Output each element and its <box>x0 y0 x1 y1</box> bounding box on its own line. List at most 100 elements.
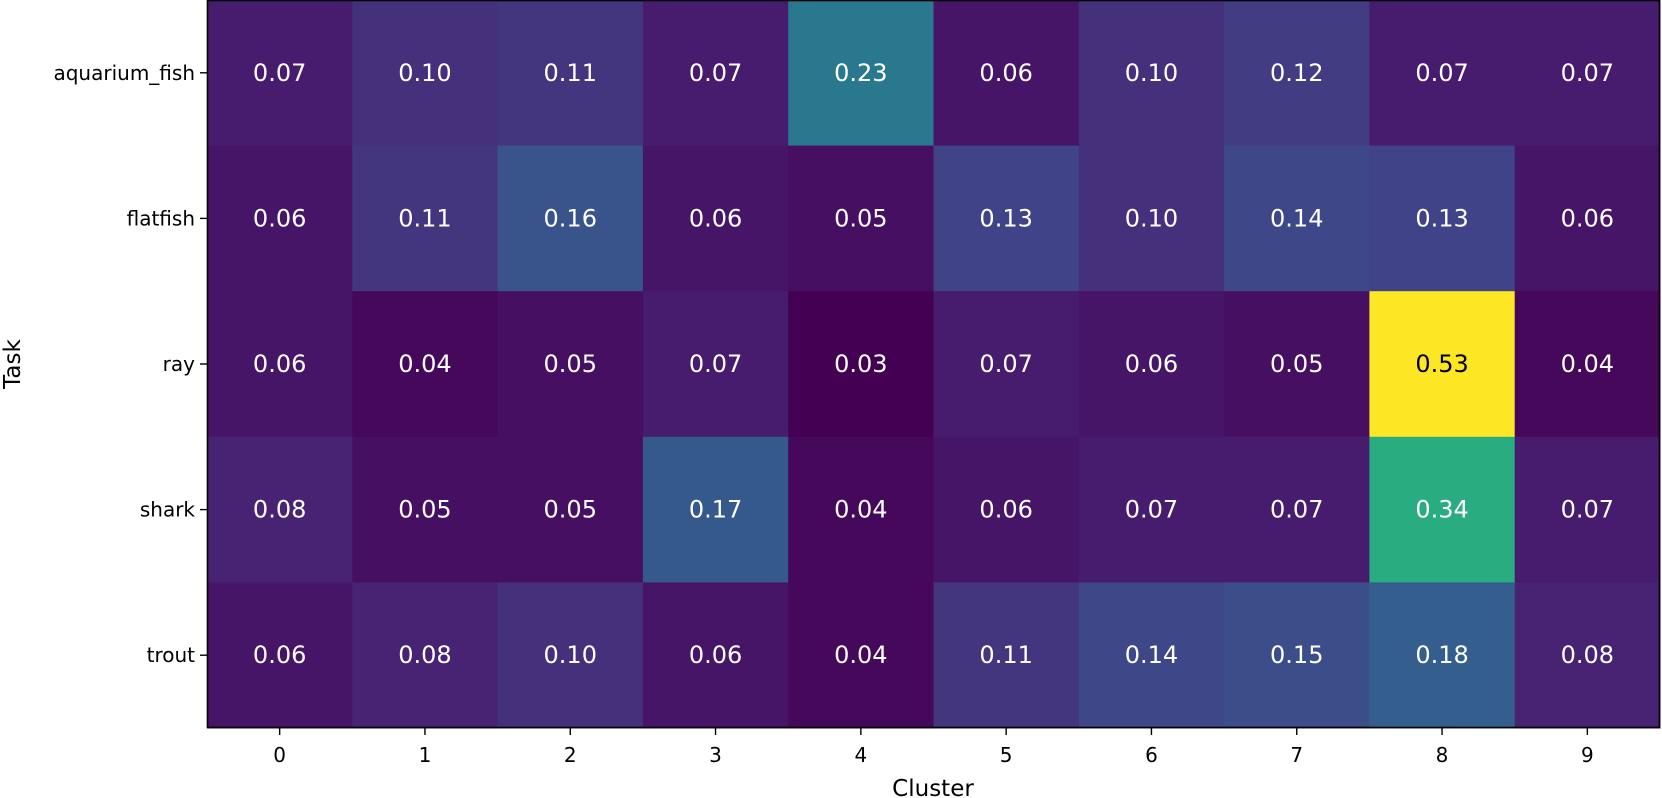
plot-frame <box>206 0 1661 729</box>
cell-value-label: 0.06 <box>1561 204 1614 232</box>
heatmap-cell <box>642 291 789 438</box>
cell-value-label: 0.07 <box>253 59 306 87</box>
heatmap-cell <box>352 291 499 438</box>
heatmap-cell <box>207 436 353 583</box>
heatmap-cell <box>497 0 644 147</box>
cell-value-label: 0.12 <box>1270 59 1323 87</box>
cell-value-label: 0.17 <box>689 496 742 524</box>
cell-value-label: 0.05 <box>834 204 887 232</box>
cell-value-label: 0.07 <box>1125 496 1178 524</box>
x-tick-label: 9 <box>1581 743 1594 767</box>
heatmap-cell <box>1369 436 1516 583</box>
cell-value-label: 0.18 <box>1415 641 1468 669</box>
cell-value-label: 0.08 <box>253 496 306 524</box>
heatmap-cell <box>933 436 1080 583</box>
cell-value-label: 0.07 <box>689 350 742 378</box>
x-tick-label: 5 <box>1000 743 1013 767</box>
heatmap-cell <box>933 145 1080 292</box>
heatmap-cell <box>788 582 934 729</box>
heatmap-cell <box>497 291 644 438</box>
cell-value-label: 0.10 <box>544 641 597 669</box>
cell-value-label: 0.10 <box>1125 204 1178 232</box>
x-tick-label: 1 <box>419 743 432 767</box>
heatmap-cell <box>1224 0 1370 147</box>
heatmap-cell <box>1514 436 1661 583</box>
cell-value-label: 0.11 <box>544 59 597 87</box>
cell-value-label: 0.05 <box>1270 350 1323 378</box>
cell-value-label: 0.53 <box>1415 350 1468 378</box>
cell-value-label: 0.11 <box>398 204 451 232</box>
heatmap-cell <box>1369 145 1516 292</box>
x-tick-label: 6 <box>1145 743 1158 767</box>
cell-value-label: 0.07 <box>1415 59 1468 87</box>
x-tick-label: 0 <box>273 743 286 767</box>
x-tick-label: 3 <box>709 743 722 767</box>
heatmap-cell <box>207 0 353 147</box>
cell-value-label: 0.04 <box>398 350 451 378</box>
cell-value-label: 0.07 <box>1561 496 1614 524</box>
cell-value-label: 0.06 <box>979 496 1032 524</box>
cell-value-label: 0.04 <box>834 496 887 524</box>
heatmap-cell <box>1514 291 1661 438</box>
heatmap-cell <box>1224 145 1370 292</box>
heatmap-cell <box>1369 291 1516 438</box>
cell-value-label: 0.03 <box>834 350 887 378</box>
y-tick-label: aquarium_fish <box>53 61 195 85</box>
x-tick-label: 2 <box>564 743 577 767</box>
cell-value-label: 0.06 <box>253 350 306 378</box>
x-axis-label: Cluster <box>892 776 974 798</box>
y-tick-label: flatfish <box>127 206 195 230</box>
heatmap-cell <box>788 436 934 583</box>
cell-value-label: 0.05 <box>544 496 597 524</box>
heatmap-cell <box>1078 582 1225 729</box>
heatmap-cell <box>497 436 644 583</box>
cell-value-label: 0.06 <box>979 59 1032 87</box>
heatmap-cell <box>933 291 1080 438</box>
y-axis-ticks: aquarium_fish flatfish ray shark trout <box>53 61 207 667</box>
cell-value-label: 0.16 <box>544 204 597 232</box>
heatmap-cell <box>1369 582 1516 729</box>
heatmap-cell <box>352 436 499 583</box>
heatmap-cell <box>642 582 789 729</box>
cell-value-label: 0.07 <box>1270 496 1323 524</box>
heatmap-cell <box>1078 436 1225 583</box>
heatmap-cell <box>1224 436 1370 583</box>
cell-value-label: 0.23 <box>834 59 887 87</box>
heatmap-cell <box>1224 291 1370 438</box>
y-tick-label: shark <box>140 498 196 522</box>
cell-value-label: 0.07 <box>979 350 1032 378</box>
cell-value-label: 0.07 <box>1561 59 1614 87</box>
heatmap-cell <box>1224 582 1370 729</box>
heatmap-cell <box>933 582 1080 729</box>
heatmap-cell <box>352 145 499 292</box>
heatmap-cell <box>497 582 644 729</box>
heatmap-cell <box>642 145 789 292</box>
cell-value-label: 0.13 <box>979 204 1032 232</box>
cell-value-label: 0.14 <box>1125 641 1178 669</box>
cell-value-label: 0.05 <box>544 350 597 378</box>
heatmap-cell <box>1514 145 1661 292</box>
cell-value-label: 0.04 <box>834 641 887 669</box>
cell-value-label: 0.10 <box>1125 59 1178 87</box>
y-tick-label: trout <box>147 643 196 667</box>
cell-value-label: 0.15 <box>1270 641 1323 669</box>
heatmap-cell <box>497 145 644 292</box>
heatmap-cell <box>642 0 789 147</box>
heatmap-cell <box>207 145 353 292</box>
cell-value-label: 0.06 <box>253 641 306 669</box>
cell-value-label: 0.05 <box>398 496 451 524</box>
x-tick-label: 4 <box>854 743 867 767</box>
heatmap-cell <box>1078 145 1225 292</box>
heatmap-cell <box>1078 0 1225 147</box>
heatmap-cells: 0.07 0.10 0.11 0.07 0.23 0.06 0.10 0.12 0.07 0.07… <box>207 0 1661 729</box>
heatmap-cell <box>1369 0 1516 147</box>
cell-value-label: 0.14 <box>1270 204 1323 232</box>
heatmap-cell <box>788 291 934 438</box>
cell-value-label: 0.06 <box>1125 350 1178 378</box>
cell-value-label: 0.06 <box>689 641 742 669</box>
x-tick-label: 8 <box>1436 743 1449 767</box>
cell-value-label: 0.10 <box>398 59 451 87</box>
heatmap-cell <box>1514 582 1661 729</box>
cell-value-label: 0.11 <box>979 641 1032 669</box>
